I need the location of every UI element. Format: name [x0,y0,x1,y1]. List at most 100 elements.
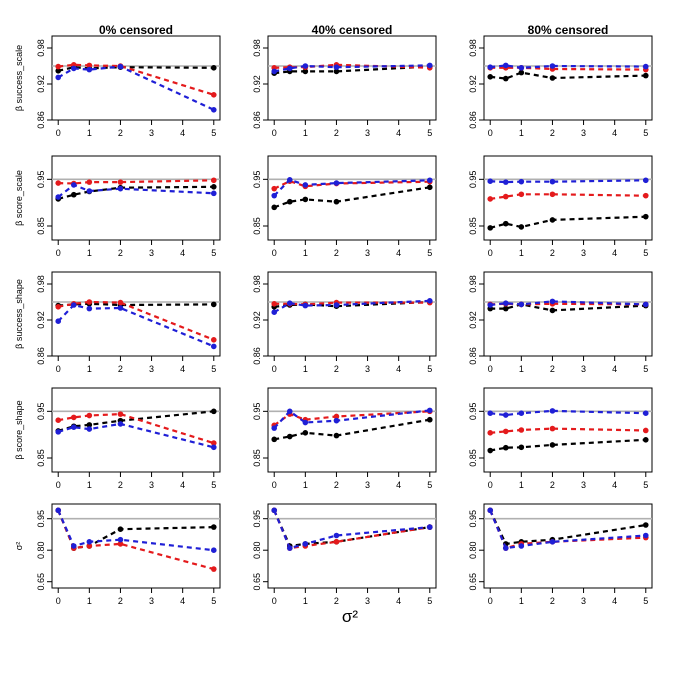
x-tick-label: 3 [149,480,154,490]
x-tick-label: 1 [87,480,92,490]
x-tick-label: 5 [211,480,216,490]
data-point-blue [70,424,77,431]
data-point-blue [518,178,525,185]
data-point-blue [302,302,309,309]
data-point-blue [86,426,93,432]
x-tick-label: 4 [612,248,617,258]
x-tick-label: 3 [581,596,586,606]
data-point-blue [502,412,509,418]
data-point-blue [333,302,340,308]
x-tick-label: 2 [550,364,555,374]
row-label: σ² [14,542,24,551]
x-tick-label: 2 [118,480,123,490]
series-line-black [274,418,430,441]
x-tick-label: 2 [550,248,555,258]
y-tick-label: 0.95 [252,403,262,421]
data-point-red [117,299,124,306]
plot-frame [483,35,653,121]
y-tick-label: 0.80 [252,541,262,559]
data-point-red [86,412,93,419]
data-point-blue [70,65,77,72]
plot-frame [51,271,221,357]
x-tick-label: 1 [519,480,524,490]
panel-r3-c2: 0.85 0.95 0 1 2 3 4 5 [468,387,653,490]
data-point-blue [117,185,124,192]
data-point-black [518,224,525,230]
x-tick-label: 0 [488,596,493,606]
data-point-red [86,179,93,185]
data-point-blue [302,182,309,188]
plot-frame [51,387,221,473]
x-tick-label: 4 [180,128,185,138]
x-tick-label: 3 [581,128,586,138]
x-tick-label: 2 [334,480,339,490]
data-point-black [502,444,509,451]
x-tick-label: 2 [550,480,555,490]
data-point-blue [286,300,293,307]
x-tick-label: 5 [643,248,648,258]
panel-r4-c2: 0.65 0.80 0.95 0 1 2 3 4 5 [468,503,653,606]
data-point-blue [549,408,556,414]
panel-r2-c1: 0.86 0.92 0.98 0 1 2 3 4 5 [252,271,437,374]
series-line-black [57,410,214,432]
y-tick-label: 0.98 [252,39,262,57]
data-point-red [210,177,217,184]
data-point-blue [502,62,509,69]
data-point-black [333,198,340,205]
data-point-black [333,432,340,439]
data-point-black [487,447,494,454]
data-point-blue [86,539,93,545]
data-point-black [502,75,509,82]
data-point-blue [426,62,433,69]
y-tick-label: 0.85 [36,217,46,235]
y-tick-label: 0.85 [468,449,478,467]
x-tick-label: 0 [272,480,277,490]
data-point-red [333,413,340,420]
y-tick-label: 0.85 [468,217,478,235]
column-title-1: 40% censored [312,23,393,37]
x-tick-label: 3 [365,128,370,138]
data-point-black [642,72,649,79]
x-tick-label: 2 [334,128,339,138]
data-point-blue [286,65,293,72]
plot-frame [51,35,221,121]
x-tick-label: 3 [365,364,370,374]
plot-frame [267,271,437,357]
data-point-blue [487,302,494,308]
series-line-red [58,63,215,96]
data-point-red [55,417,62,424]
x-tick-label: 3 [149,248,154,258]
x-tick-label: 3 [581,364,586,374]
data-point-red [642,192,649,199]
y-tick-label: 0.92 [36,311,46,329]
x-tick-label: 1 [303,596,308,606]
data-point-blue [518,301,525,308]
data-point-blue [502,300,509,307]
x-tick-label: 2 [118,248,123,258]
y-tick-label: 0.86 [468,111,478,129]
data-point-black [286,433,293,440]
series-line-blue [57,303,215,348]
x-tick-label: 2 [334,364,339,374]
x-tick-label: 2 [334,248,339,258]
x-tick-label: 1 [87,248,92,258]
x-tick-label: 3 [365,248,370,258]
y-tick-label: 0.92 [36,75,46,93]
x-tick-label: 1 [303,364,308,374]
plot-frame [267,35,437,121]
data-point-red [210,440,217,446]
data-point-blue [271,425,278,431]
data-point-blue [271,192,278,199]
data-point-black [271,204,278,211]
data-point-red [502,193,509,200]
data-point-red [642,427,649,434]
data-point-blue [210,190,217,197]
data-point-blue [487,64,494,70]
data-point-blue [210,444,217,451]
data-point-blue [286,177,293,183]
data-point-blue [117,305,124,311]
y-tick-label: 0.98 [36,275,46,293]
data-point-blue [487,410,494,417]
data-point-blue [70,543,77,549]
x-tick-label: 0 [488,248,493,258]
